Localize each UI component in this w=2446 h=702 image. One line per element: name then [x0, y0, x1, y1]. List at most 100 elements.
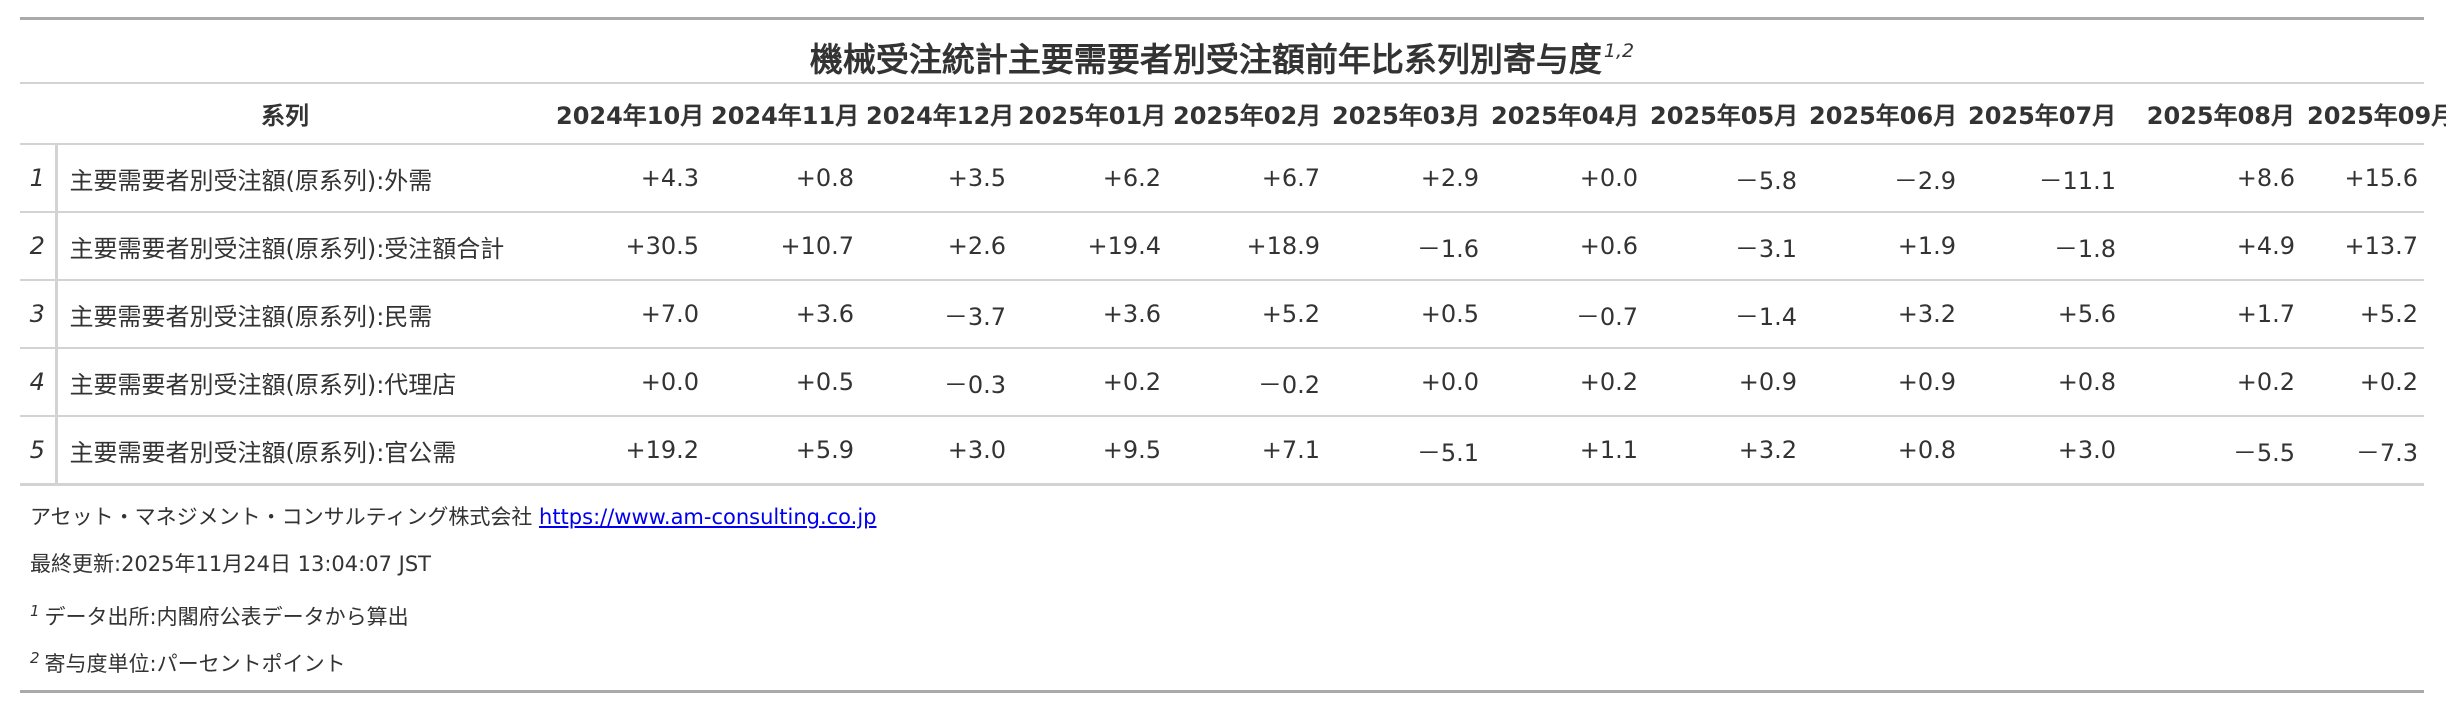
- month-column-header: 2025年06月: [1803, 82, 1962, 145]
- series-label: 主要需要者別受注額(原系列):外需: [56, 144, 550, 213]
- value-cell: +7.1: [1167, 416, 1326, 486]
- value-cell: +0.0: [1485, 144, 1644, 213]
- value-cell: +0.8: [705, 144, 860, 213]
- value-cell: +4.9: [2122, 212, 2301, 281]
- data-table-container: 機械受注統計主要需要者別受注額前年比系列別寄与度 1,2 系列 2024年10月 …: [20, 17, 2446, 693]
- value-cell: +5.2: [2301, 280, 2424, 349]
- value-cell: +0.8: [1962, 348, 2122, 417]
- value-cell: +19.4: [1012, 212, 1167, 281]
- company-name: アセット・マネジメント・コンサルティング株式会社: [30, 505, 533, 529]
- row-number: 4: [20, 348, 58, 417]
- row-number: 2: [20, 212, 58, 281]
- value-cell: +1.7: [2122, 280, 2301, 349]
- value-cell: －7.3: [2301, 416, 2424, 486]
- table-row: 5 主要需要者別受注額(原系列):官公需 +19.2 +5.9 +3.0 +9.5 +7.1…: [20, 416, 2424, 486]
- value-cell: +5.6: [1962, 280, 2122, 349]
- company-link[interactable]: https://www.am-consulting.co.jp: [539, 505, 877, 529]
- value-cell: －0.3: [860, 348, 1012, 417]
- value-cell: +0.6: [1485, 212, 1644, 281]
- value-cell: +0.9: [1644, 348, 1803, 417]
- value-cell: +3.6: [1012, 280, 1167, 349]
- footnote-mark: 1: [30, 602, 40, 620]
- value-cell: －11.1: [1962, 144, 2122, 213]
- value-cell: +5.2: [1167, 280, 1326, 349]
- value-cell: －1.8: [1962, 212, 2122, 281]
- value-cell: +13.7: [2301, 212, 2424, 281]
- footnote-text: データ出所:内閣府公表データから算出: [44, 605, 409, 629]
- value-cell: +0.0: [1326, 348, 1485, 417]
- table-row: 1 主要需要者別受注額(原系列):外需 +4.3 +0.8 +3.5 +6.2 +6.7 +2…: [20, 144, 2424, 213]
- value-cell: +9.5: [1012, 416, 1167, 486]
- footnote-2: 2 寄与度単位:パーセントポイント: [30, 635, 2424, 682]
- table-title: 機械受注統計主要需要者別受注額前年比系列別寄与度 1,2: [20, 20, 2424, 82]
- value-cell: －3.1: [1644, 212, 1803, 281]
- value-cell: －5.8: [1644, 144, 1803, 213]
- value-cell: +3.0: [1962, 416, 2122, 486]
- value-cell: +3.6: [705, 280, 860, 349]
- value-cell: +0.2: [2122, 348, 2301, 417]
- month-column-header: 2024年11月: [705, 82, 860, 145]
- value-cell: +7.0: [550, 280, 705, 349]
- value-cell: +0.2: [1485, 348, 1644, 417]
- month-column-header: 2025年07月: [1962, 82, 2122, 145]
- value-cell: +2.9: [1326, 144, 1485, 213]
- value-cell: +4.3: [550, 144, 705, 213]
- contribution-table: 系列 2024年10月 2024年11月 2024年12月 2025年01月 2…: [20, 82, 2446, 486]
- value-cell: －0.2: [1167, 348, 1326, 417]
- value-cell: +0.2: [1012, 348, 1167, 417]
- month-column-header: 2025年03月: [1326, 82, 1485, 145]
- value-cell: +1.1: [1485, 416, 1644, 486]
- month-column-header: 2025年02月: [1167, 82, 1326, 145]
- value-cell: +1.9: [1803, 212, 1962, 281]
- value-cell: +0.8: [1803, 416, 1962, 486]
- last-updated: 最終更新:2025年11月24日 13:04:07 JST: [30, 552, 431, 576]
- month-column-header: 2025年01月: [1012, 82, 1167, 145]
- value-cell: －1.4: [1644, 280, 1803, 349]
- series-label: 主要需要者別受注額(原系列):受注額合計: [56, 212, 550, 281]
- value-cell: +6.7: [1167, 144, 1326, 213]
- value-cell: +3.2: [1644, 416, 1803, 486]
- value-cell: －0.7: [1485, 280, 1644, 349]
- footnote-mark: 2: [30, 649, 40, 667]
- top-rule: [20, 17, 2424, 20]
- value-cell: +3.2: [1803, 280, 1962, 349]
- row-number: 5: [20, 416, 58, 486]
- month-column-header: 2024年10月: [550, 82, 705, 145]
- table-row: 2 主要需要者別受注額(原系列):受注額合計 +30.5 +10.7 +2.6 +19.4…: [20, 212, 2424, 281]
- value-cell: －3.7: [860, 280, 1012, 349]
- month-column-header: 2025年09月: [2301, 82, 2446, 145]
- series-column-header: 系列: [20, 82, 550, 145]
- table-footer: アセット・マネジメント・コンサルティング株式会社 https://www.am-…: [20, 486, 2424, 686]
- value-cell: －2.9: [1803, 144, 1962, 213]
- bottom-rule: [20, 690, 2424, 693]
- table-body: 1 主要需要者別受注額(原系列):外需 +4.3 +0.8 +3.5 +6.2 +6.7 +2…: [20, 144, 2424, 486]
- value-cell: +18.9: [1167, 212, 1326, 281]
- value-cell: +3.5: [860, 144, 1012, 213]
- row-number: 3: [20, 280, 58, 349]
- value-cell: －5.1: [1326, 416, 1485, 486]
- table-row: 4 主要需要者別受注額(原系列):代理店 +0.0 +0.5 －0.3 +0.2 －0.2 +…: [20, 348, 2424, 417]
- value-cell: +10.7: [705, 212, 860, 281]
- table-row: 3 主要需要者別受注額(原系列):民需 +7.0 +3.6 －3.7 +3.6 +5.2 +0…: [20, 280, 2424, 349]
- title-footnote-marks: 1,2: [1603, 40, 1635, 62]
- series-label: 主要需要者別受注額(原系列):官公需: [56, 416, 550, 486]
- series-label: 主要需要者別受注額(原系列):代理店: [56, 348, 550, 417]
- value-cell: +15.6: [2301, 144, 2424, 213]
- row-number: 1: [20, 144, 58, 213]
- header-row: 系列 2024年10月 2024年11月 2024年12月 2025年01月 2…: [20, 82, 2446, 145]
- footnote-1: 1 データ出所:内閣府公表データから算出: [30, 588, 2424, 635]
- value-cell: －5.5: [2122, 416, 2301, 486]
- value-cell: +0.5: [705, 348, 860, 417]
- value-cell: +0.0: [550, 348, 705, 417]
- series-label: 主要需要者別受注額(原系列):民需: [56, 280, 550, 349]
- month-column-header: 2025年08月: [2122, 82, 2301, 145]
- value-cell: +0.9: [1803, 348, 1962, 417]
- value-cell: +0.5: [1326, 280, 1485, 349]
- source-line: アセット・マネジメント・コンサルティング株式会社 https://www.am-…: [30, 494, 2424, 541]
- value-cell: +5.9: [705, 416, 860, 486]
- value-cell: +0.2: [2301, 348, 2424, 417]
- value-cell: +6.2: [1012, 144, 1167, 213]
- month-column-header: 2025年04月: [1485, 82, 1644, 145]
- footnote-text: 寄与度単位:パーセントポイント: [44, 652, 346, 676]
- table-title-text: 機械受注統計主要需要者別受注額前年比系列別寄与度: [809, 40, 1602, 79]
